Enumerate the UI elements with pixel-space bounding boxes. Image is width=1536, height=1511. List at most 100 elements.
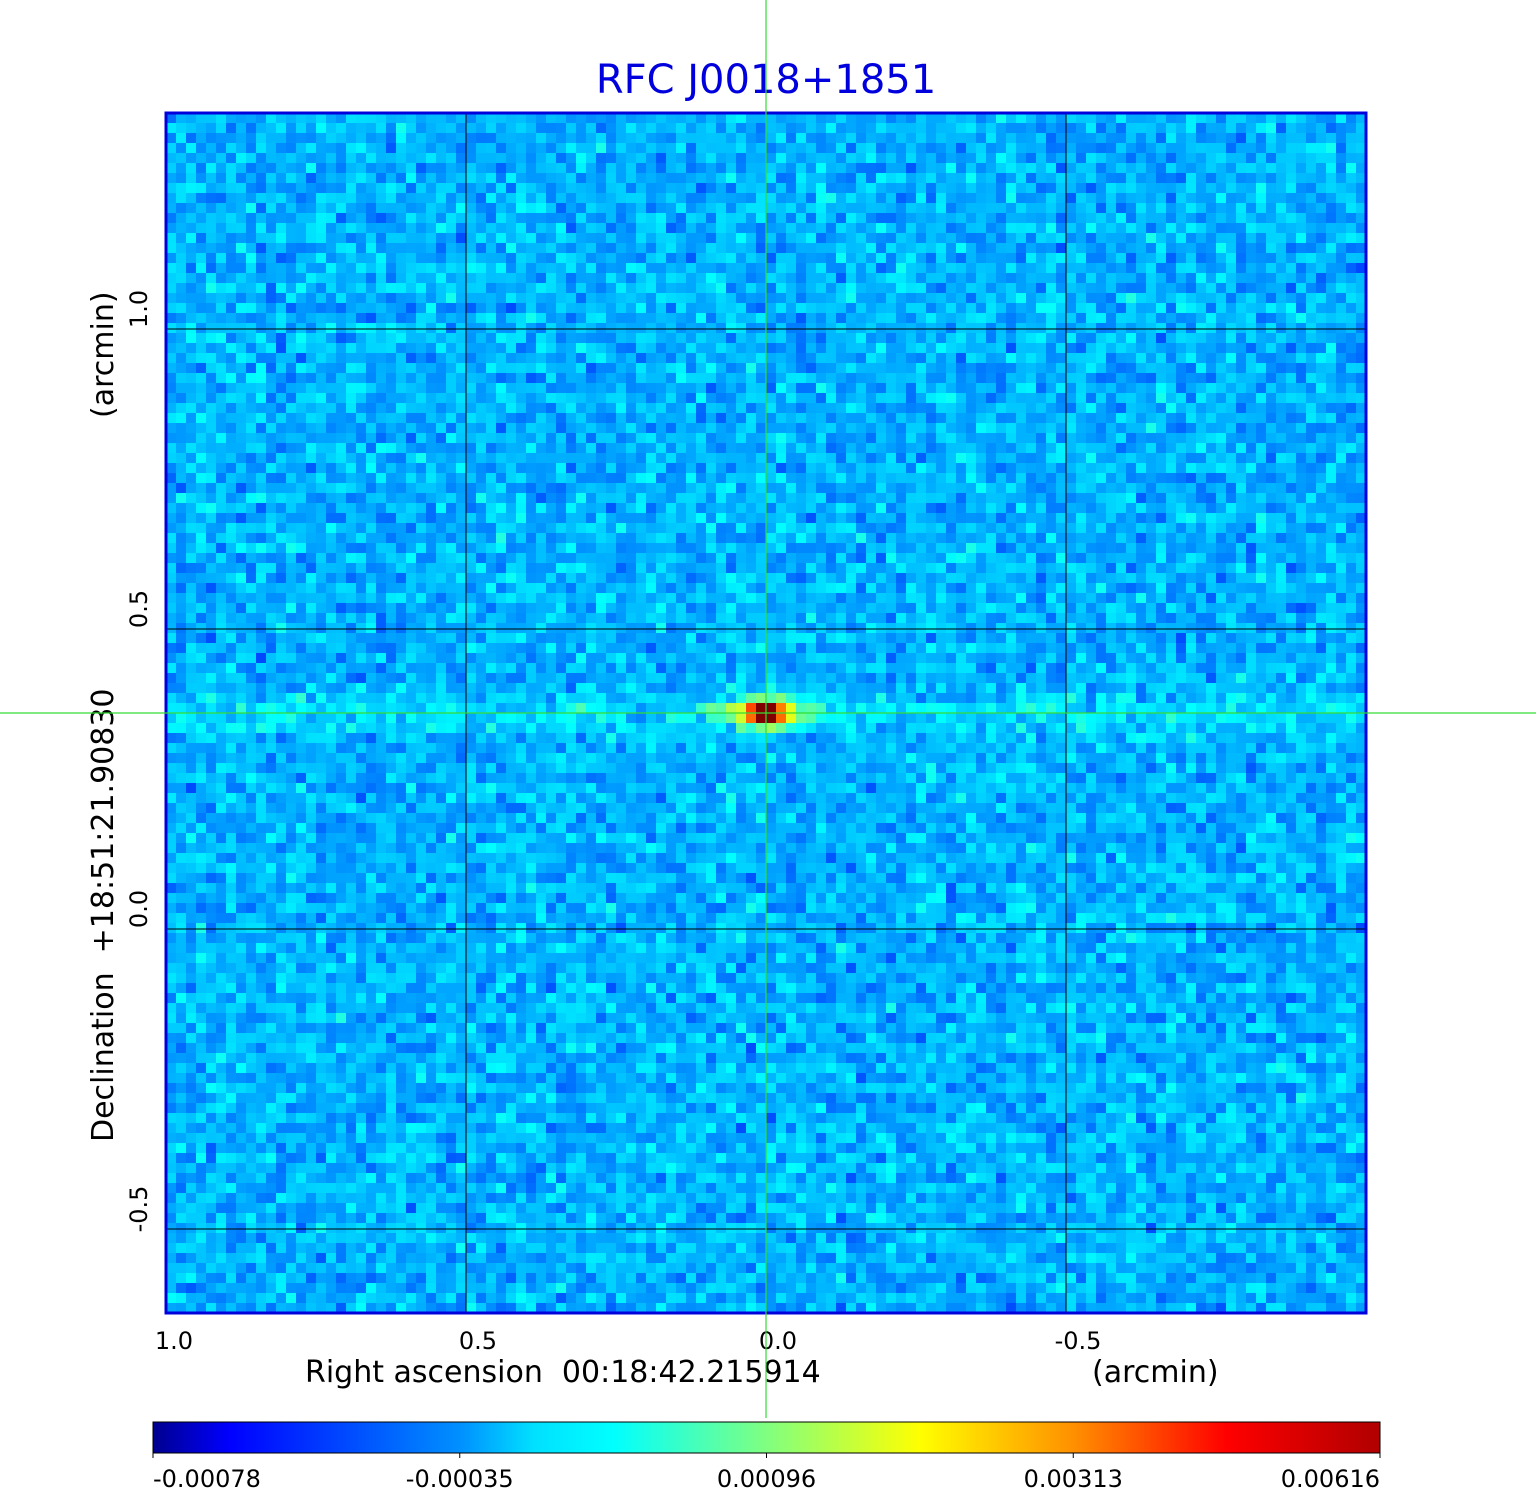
image-pixel (346, 483, 357, 494)
image-pixel (736, 243, 747, 254)
image-pixel (826, 163, 837, 174)
image-pixel (786, 423, 797, 434)
image-pixel (446, 413, 457, 424)
image-pixel (966, 443, 977, 454)
image-pixel (266, 203, 277, 214)
image-pixel (526, 233, 537, 244)
image-pixel (1246, 483, 1257, 494)
image-pixel (1256, 383, 1267, 394)
image-pixel (656, 213, 667, 224)
image-pixel (796, 343, 807, 354)
image-pixel (166, 453, 177, 464)
image-pixel (1076, 403, 1087, 414)
image-pixel (696, 373, 707, 384)
image-pixel (446, 513, 457, 524)
image-pixel (1216, 293, 1227, 304)
image-pixel (716, 493, 727, 504)
image-pixel (716, 313, 727, 324)
image-pixel (1316, 323, 1327, 334)
image-pixel (516, 253, 527, 264)
image-pixel (1316, 113, 1327, 124)
image-pixel (466, 493, 477, 504)
image-pixel (256, 163, 267, 174)
image-pixel (886, 513, 897, 524)
image-pixel (866, 383, 877, 394)
image-pixel (706, 233, 717, 244)
image-pixel (536, 453, 547, 464)
image-pixel (506, 333, 517, 344)
image-pixel (1246, 323, 1257, 334)
image-pixel (1336, 483, 1347, 494)
image-pixel (646, 153, 657, 164)
image-pixel (1136, 173, 1147, 184)
image-pixel (466, 383, 477, 394)
image-pixel (646, 203, 657, 214)
image-pixel (246, 373, 257, 384)
image-pixel (606, 163, 617, 174)
image-pixel (1226, 143, 1237, 154)
image-pixel (406, 233, 417, 244)
image-pixel (376, 433, 387, 444)
image-pixel (856, 443, 867, 454)
image-pixel (1216, 133, 1227, 144)
image-pixel (816, 123, 827, 134)
image-pixel (1036, 483, 1047, 494)
image-pixel (526, 133, 537, 144)
image-pixel (436, 493, 447, 504)
image-pixel (946, 143, 957, 154)
image-pixel (226, 283, 237, 294)
image-pixel (206, 473, 217, 484)
image-pixel (1046, 433, 1057, 444)
image-pixel (1156, 193, 1167, 204)
image-pixel (1156, 443, 1167, 454)
image-pixel (766, 263, 777, 274)
image-pixel (1016, 303, 1027, 314)
image-pixel (536, 183, 547, 194)
image-pixel (296, 383, 307, 394)
image-pixel (1336, 143, 1347, 154)
image-pixel (1126, 193, 1137, 204)
image-pixel (206, 323, 217, 334)
image-pixel (716, 153, 727, 164)
image-pixel (1356, 503, 1366, 514)
image-pixel (976, 153, 987, 164)
image-pixel (166, 203, 177, 214)
image-pixel (1256, 113, 1267, 124)
image-pixel (1266, 143, 1277, 154)
image-pixel (696, 383, 707, 394)
image-pixel (236, 473, 247, 484)
image-pixel (926, 133, 937, 144)
image-pixel (1086, 383, 1097, 394)
image-pixel (326, 123, 337, 134)
image-pixel (1176, 173, 1187, 184)
image-pixel (1006, 213, 1017, 224)
image-pixel (396, 303, 407, 314)
image-pixel (936, 203, 947, 214)
image-pixel (656, 453, 667, 464)
image-pixel (976, 223, 987, 234)
image-pixel (576, 163, 587, 174)
image-pixel (696, 323, 707, 334)
image-pixel (526, 443, 537, 454)
image-pixel (256, 453, 267, 464)
image-pixel (916, 243, 927, 254)
image-pixel (726, 523, 737, 534)
image-pixel (706, 123, 717, 134)
image-pixel (996, 283, 1007, 294)
image-pixel (426, 393, 437, 404)
image-pixel (376, 153, 387, 164)
image-pixel (956, 203, 967, 214)
image-pixel (196, 243, 207, 254)
image-pixel (1256, 403, 1267, 414)
image-pixel (196, 193, 207, 204)
image-pixel (616, 313, 627, 324)
image-pixel (586, 503, 597, 514)
image-pixel (876, 293, 887, 304)
image-pixel (1156, 183, 1167, 194)
image-pixel (776, 173, 787, 184)
image-pixel (216, 283, 227, 294)
image-pixel (696, 273, 707, 284)
image-pixel (1336, 463, 1347, 474)
image-pixel (996, 393, 1007, 404)
image-pixel (1306, 293, 1317, 304)
